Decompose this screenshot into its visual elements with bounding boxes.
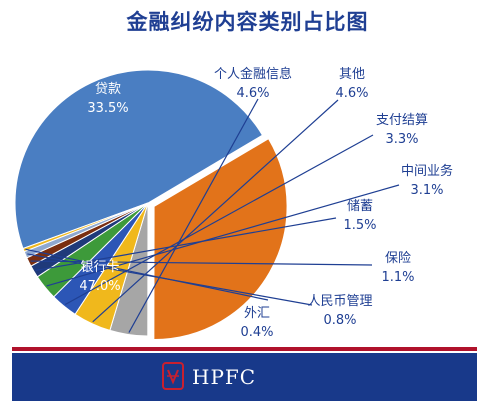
slice-label: 支付结算: [376, 113, 428, 128]
slice-value-label: 4.6%: [236, 86, 269, 101]
slice-value-label: 3.1%: [410, 183, 443, 198]
leader-line: [92, 99, 339, 323]
slice-value-label: 33.5%: [87, 101, 128, 116]
pie-slice: [14, 69, 264, 250]
slice-value-label: 3.3%: [385, 132, 418, 147]
slice-label: 银行卡: [80, 260, 119, 275]
footer-brand: HPFC: [192, 365, 257, 389]
slice-label: 贷款: [95, 82, 121, 97]
pie-chart: 银行卡 47.0% 贷款 33.5% 个人金融信息 4.6% 其他 4.6% 支付结算 3.3% 中…: [14, 66, 453, 340]
slice-label: 中间业务: [401, 163, 453, 179]
slice-value-label: 0.4%: [240, 325, 273, 340]
slice-value-label: 4.6%: [335, 86, 368, 101]
slice-value-label: 0.8%: [323, 313, 356, 328]
leader-line: [128, 98, 259, 333]
pie-slice: [153, 138, 288, 340]
slice-label: 个人金融信息: [214, 66, 292, 82]
footer-bar: HPFC: [12, 353, 477, 401]
slice-value-label: 1.5%: [343, 218, 376, 233]
leader-line: [25, 248, 269, 301]
leader-line: [64, 134, 374, 306]
slice-label: 保险: [385, 251, 411, 266]
slice-label: 人民币管理: [307, 294, 372, 309]
hpfc-logo-icon: [162, 362, 184, 390]
chart-title: 金融纠纷内容类别占比图: [126, 10, 369, 34]
slice-label: 其他: [339, 67, 365, 82]
slice-label: 储蓄: [347, 199, 373, 214]
slice-value-label: 1.1%: [381, 270, 414, 285]
footer-accent-line: [12, 347, 477, 351]
leader-line: [46, 184, 400, 287]
pie-slice: [22, 202, 149, 253]
slice-value-label: 47.0%: [79, 279, 120, 294]
slice-label: 外汇: [244, 306, 270, 321]
